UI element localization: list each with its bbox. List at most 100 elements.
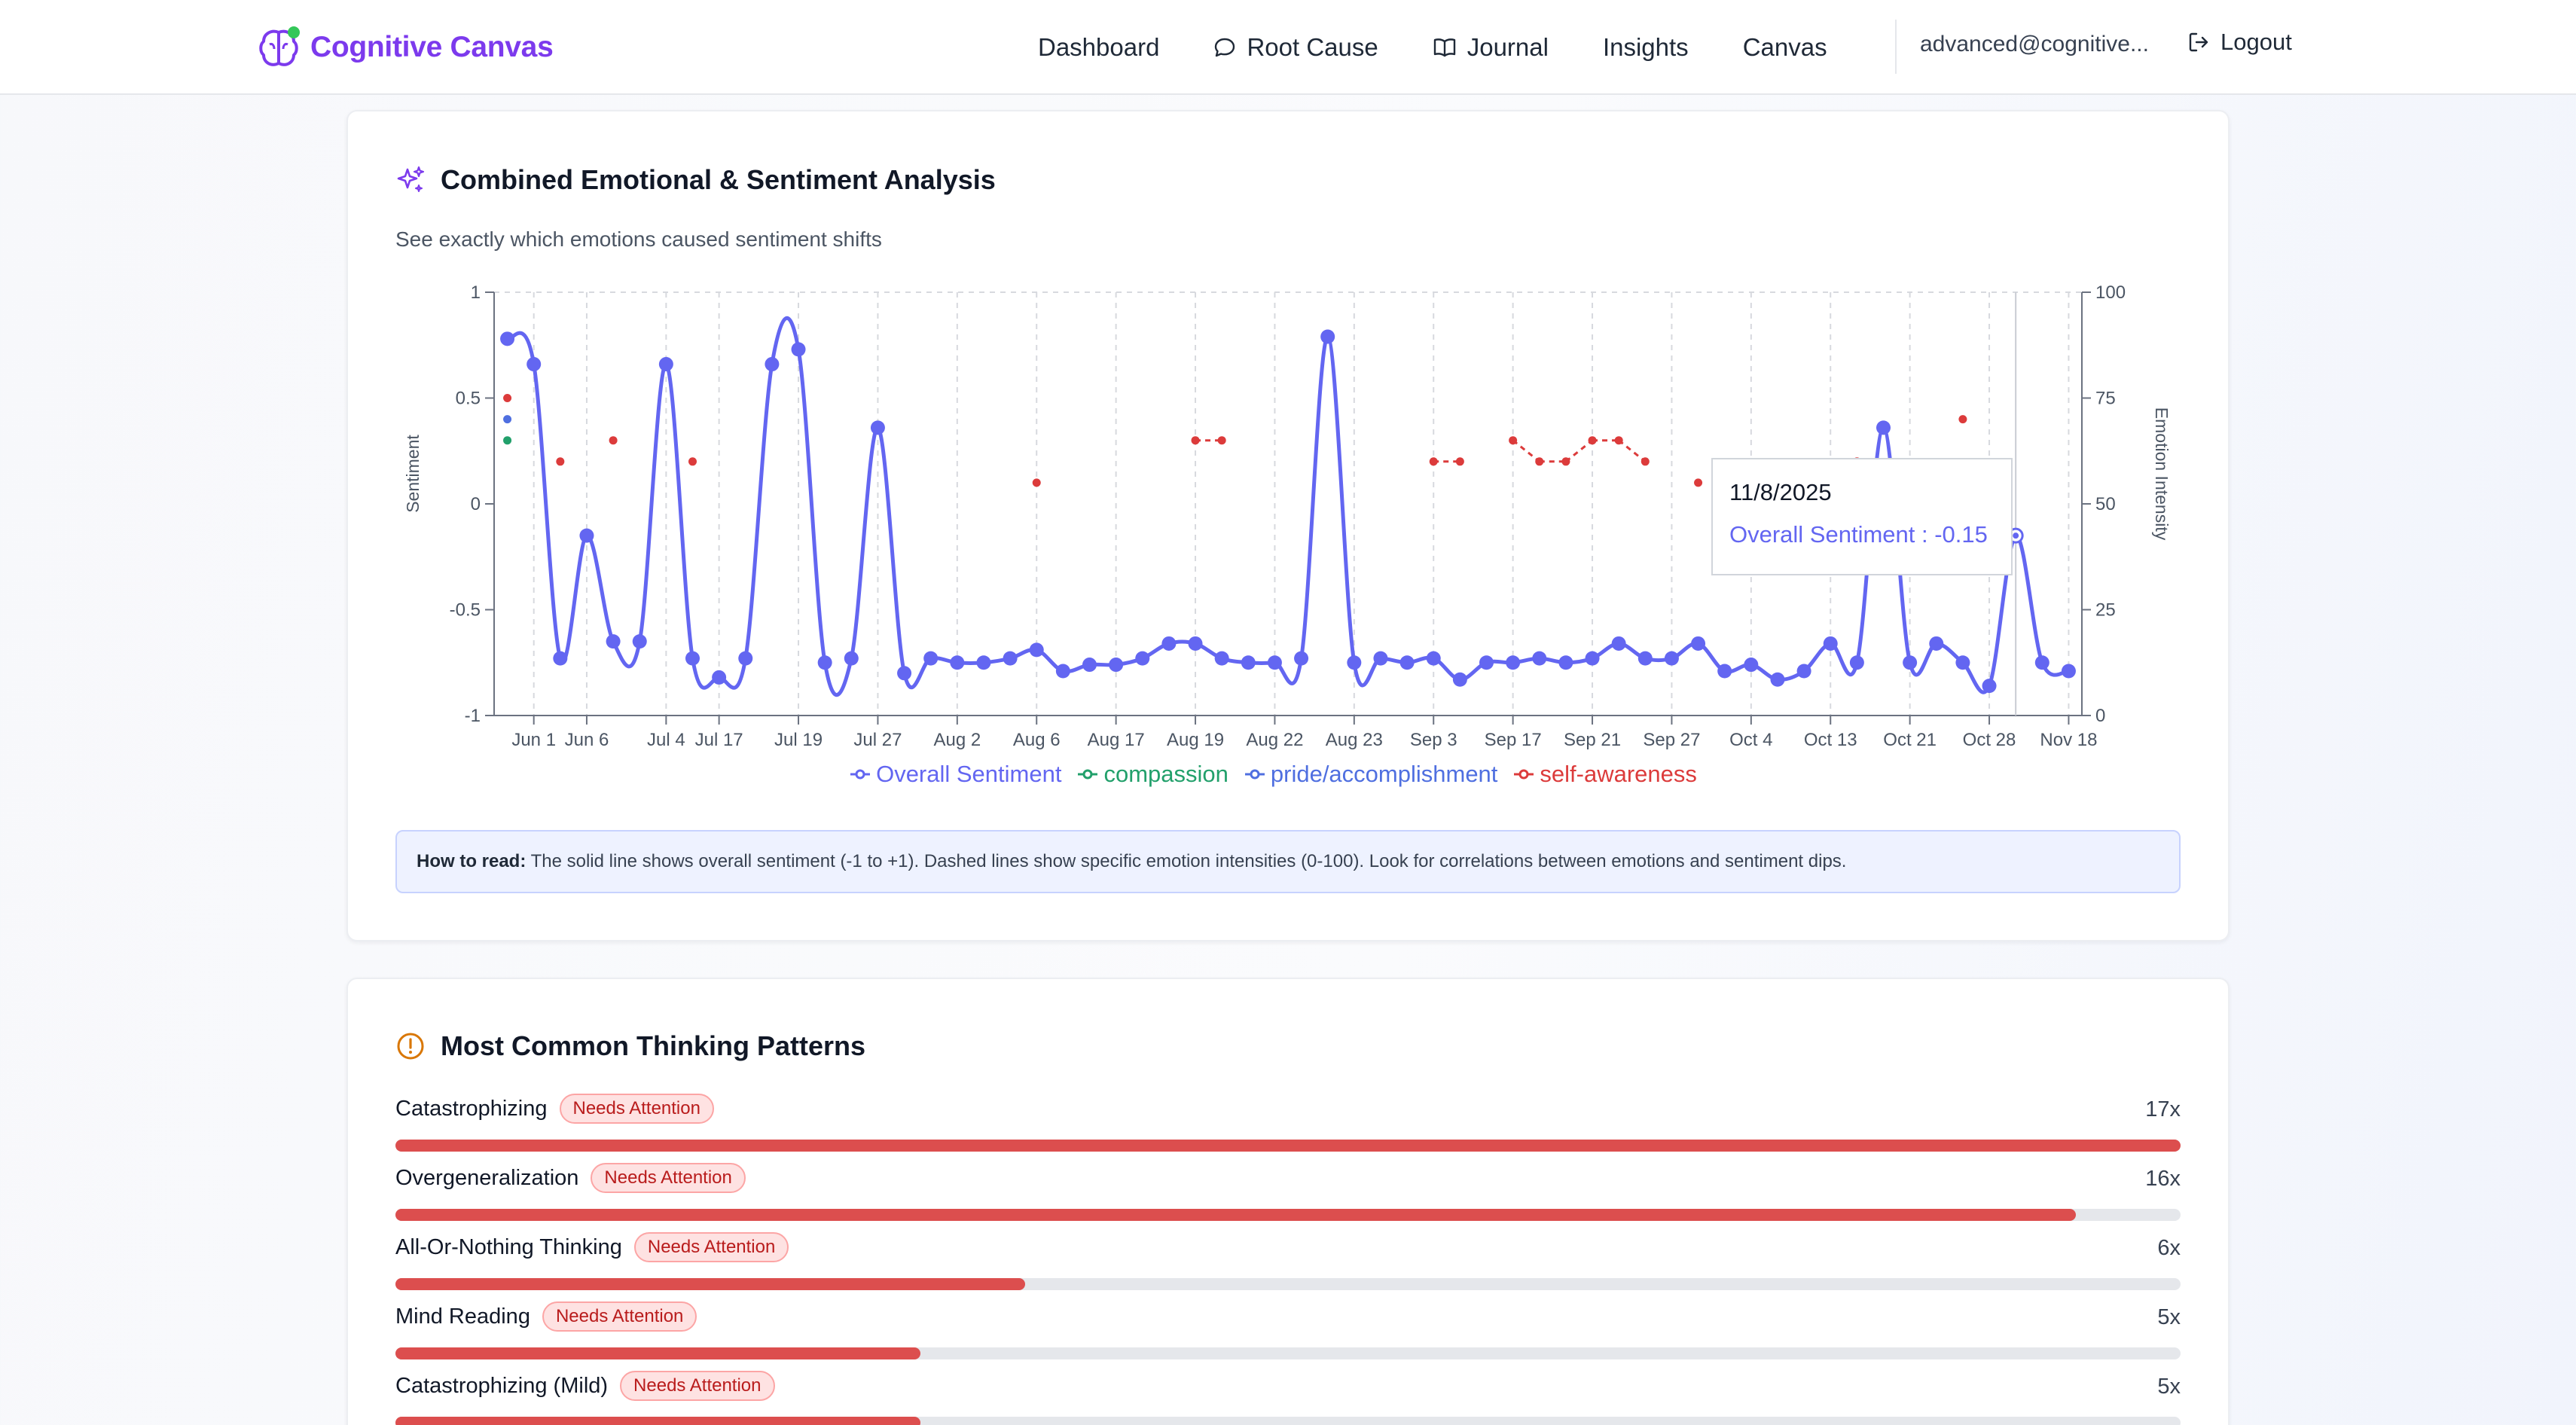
pattern-name: Catastrophizing (Mild) bbox=[395, 1373, 609, 1398]
sentiment-point bbox=[1770, 672, 1785, 687]
x-axis-tick-label: Jul 4 bbox=[647, 730, 685, 750]
emotion-point bbox=[1561, 457, 1570, 466]
sentiment-analysis-title: Combined Emotional & Sentiment Analysis bbox=[441, 164, 996, 195]
pattern-bar-fill bbox=[395, 1417, 921, 1425]
brand-logo-link[interactable]: Cognitive Canvas bbox=[258, 21, 554, 74]
tooltip-date: 11/8/2025 bbox=[1729, 479, 1832, 505]
nav-insights-link[interactable]: Insights bbox=[1603, 33, 1689, 62]
pattern-name: Mind Reading bbox=[395, 1304, 530, 1329]
emotion-point bbox=[1429, 457, 1438, 466]
sentiment-point bbox=[1294, 651, 1309, 666]
sentiment-point bbox=[1849, 655, 1864, 670]
sentiment-point bbox=[1479, 655, 1494, 670]
emotion-point bbox=[688, 457, 697, 466]
sentiment-point bbox=[1452, 672, 1467, 687]
sentiment-point bbox=[1267, 655, 1282, 670]
sentiment-point bbox=[765, 357, 780, 372]
sentiment-point bbox=[1055, 664, 1070, 679]
sentiment-point bbox=[1876, 420, 1891, 435]
sentiment-point bbox=[1003, 651, 1018, 666]
x-axis-tick-label: Aug 19 bbox=[1167, 730, 1224, 750]
nav-divider bbox=[1895, 20, 1897, 74]
pattern-header: Mind Reading Needs Attention 5x bbox=[395, 1298, 2181, 1335]
chart-tooltip: 11/8/2025 Overall Sentiment : -0.15 bbox=[1711, 458, 2013, 575]
pattern-header: All-Or-Nothing Thinking Needs Attention … bbox=[395, 1228, 2181, 1266]
x-axis-tick-label: Aug 2 bbox=[933, 730, 981, 750]
sentiment-analysis-subtitle: See exactly which emotions caused sentim… bbox=[395, 227, 882, 251]
user-email: advanced@cognitive... bbox=[1920, 32, 2149, 56]
emotion-point bbox=[503, 415, 512, 424]
sentiment-point bbox=[950, 655, 965, 670]
thinking-patterns-title: Most Common Thinking Patterns bbox=[441, 1030, 866, 1061]
emotion-point bbox=[1509, 436, 1518, 445]
emotion-line-segment bbox=[1564, 439, 1593, 462]
right-axis-tick-label: 0 bbox=[2095, 706, 2105, 726]
sentiment-point bbox=[1161, 636, 1177, 651]
chat-bubble-icon bbox=[1215, 38, 1235, 57]
emotion-series bbox=[503, 394, 1967, 487]
sentiment-emotion-chart[interactable]: 1 0.5 0 -0.5 -1 100 75 50 25 0 Jun 1 Jun 6 Jul 4 Jul … bbox=[377, 271, 2184, 753]
sentiment-point bbox=[553, 651, 568, 666]
logout-button[interactable]: Logout bbox=[2187, 29, 2292, 56]
sentiment-point bbox=[579, 528, 594, 543]
nav-insights-label: Insights bbox=[1602, 33, 1689, 61]
pattern-header: Catastrophizing Needs Attention 17x bbox=[395, 1090, 2181, 1127]
pattern-count: 17x bbox=[2145, 1097, 2181, 1121]
pattern-row[interactable]: Overgeneralization Needs Attention 16x bbox=[395, 1159, 2181, 1221]
sentiment-point bbox=[1955, 655, 1970, 670]
pattern-bar-fill bbox=[395, 1140, 2181, 1152]
sentiment-point bbox=[526, 357, 542, 372]
emotion-point bbox=[1032, 478, 1041, 487]
tooltip-series-name: Overall Sentiment bbox=[1729, 521, 1915, 548]
legend-item[interactable]: compassion bbox=[1076, 761, 1228, 788]
emotion-point bbox=[1191, 436, 1200, 445]
sentiment-point bbox=[1214, 651, 1229, 666]
needs-attention-badge: Needs Attention bbox=[559, 1094, 714, 1124]
pattern-row[interactable]: All-Or-Nothing Thinking Needs Attention … bbox=[395, 1228, 2181, 1290]
sentiment-point bbox=[817, 655, 832, 670]
nav-journal-link[interactable]: Journal bbox=[1433, 33, 1549, 62]
sentiment-point bbox=[1506, 655, 1521, 670]
nav-canvas-link[interactable]: Canvas bbox=[1743, 33, 1827, 62]
pattern-bar-track bbox=[395, 1347, 2181, 1359]
legend-item[interactable]: self-awareness bbox=[1512, 761, 1697, 788]
left-axis-title: Sentiment bbox=[403, 435, 423, 513]
left-axis-tick-label: -0.5 bbox=[450, 600, 481, 621]
pattern-header: Catastrophizing (Mild) Needs Attention 5… bbox=[395, 1367, 2181, 1405]
nav-root-cause-link[interactable]: Root Cause bbox=[1213, 33, 1378, 62]
nav-dashboard-link[interactable]: Dashboard bbox=[1038, 33, 1159, 62]
needs-attention-badge: Needs Attention bbox=[633, 1232, 789, 1262]
x-axis-tick-label: Sep 27 bbox=[1643, 730, 1700, 750]
sentiment-point bbox=[606, 634, 621, 649]
pattern-bar-track bbox=[395, 1209, 2181, 1221]
pattern-count: 16x bbox=[2145, 1167, 2181, 1191]
pattern-header: Overgeneralization Needs Attention 16x bbox=[395, 1159, 2181, 1197]
pattern-row[interactable]: Catastrophizing (Mild) Needs Attention 5… bbox=[395, 1367, 2181, 1425]
top-navbar: Cognitive Canvas Dashboard Root Cause Jo… bbox=[0, 0, 2576, 95]
legend-item[interactable]: Overall Sentiment bbox=[849, 761, 1061, 788]
sentiment-point bbox=[1241, 655, 1256, 670]
logout-label: Logout bbox=[2220, 29, 2292, 55]
needs-attention-badge: Needs Attention bbox=[620, 1371, 775, 1401]
legend-item[interactable]: pride/accomplishment bbox=[1244, 761, 1497, 788]
pattern-name: Catastrophizing bbox=[395, 1096, 548, 1121]
sentiment-point bbox=[1744, 658, 1759, 673]
right-axis-tick-label: 100 bbox=[2095, 282, 2126, 303]
pattern-bar-fill bbox=[395, 1347, 921, 1359]
emotion-line-segment bbox=[1512, 439, 1540, 462]
pattern-bar-track bbox=[395, 1278, 2181, 1290]
pattern-row[interactable]: Catastrophizing Needs Attention 17x bbox=[395, 1090, 2181, 1152]
legend-marker bbox=[1078, 769, 1098, 780]
right-axis-tick-label: 75 bbox=[2095, 389, 2116, 409]
x-axis-tick-label: Aug 17 bbox=[1088, 730, 1145, 750]
sentiment-point bbox=[632, 634, 647, 649]
sentiment-point bbox=[897, 666, 912, 681]
pattern-bar-track bbox=[395, 1140, 2181, 1152]
sentiment-point bbox=[1532, 651, 1547, 666]
x-axis-tick-label: Aug 6 bbox=[1013, 730, 1061, 750]
tooltip-series-value: -0.15 bbox=[1934, 521, 1988, 548]
pattern-row[interactable]: Mind Reading Needs Attention 5x bbox=[395, 1298, 2181, 1359]
emotion-line-segment bbox=[1618, 439, 1647, 462]
pattern-count: 5x bbox=[2157, 1305, 2181, 1329]
pattern-bar-fill bbox=[395, 1209, 2076, 1221]
